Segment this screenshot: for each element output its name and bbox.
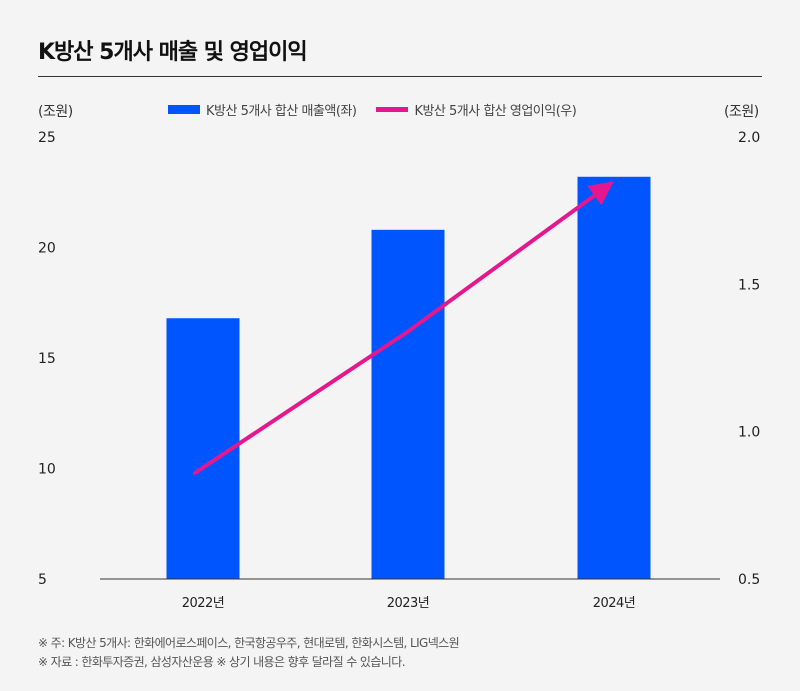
title-divider	[38, 76, 762, 77]
left-tick-label: 15	[38, 351, 56, 367]
footnote-source: ※ 자료 : 한화투자증권, 삼성자산운용 ※ 상기 내용은 향후 달라질 수 …	[38, 655, 406, 669]
revenue-bar	[577, 176, 651, 579]
right-tick-label: 1.0	[738, 425, 760, 441]
legend-swatch-line	[376, 107, 409, 112]
left-tick-label: 25	[38, 130, 56, 146]
left-axis-unit: (조원)	[38, 104, 73, 120]
left-tick-label: 10	[38, 462, 56, 478]
right-tick-label: 1.5	[738, 277, 760, 293]
left-tick-label: 20	[38, 241, 56, 257]
legend-swatch-bar	[168, 105, 200, 114]
legend-item-revenue: K방산 5개사 합산 매출액(좌)	[168, 100, 357, 119]
legend-label-revenue: K방산 5개사 합산 매출액(좌)	[206, 104, 357, 119]
right-tick-label: 2.0	[738, 130, 760, 146]
footnotes: ※ 주: K방산 5개사: 한화에어로스페이스, 한국항공우주, 현대로템, 한…	[38, 634, 460, 672]
category-label: 2022년	[182, 596, 225, 611]
category-label: 2023년	[387, 596, 430, 611]
right-tick-label: 0.5	[738, 572, 760, 588]
category-label: 2024년	[593, 596, 636, 611]
revenue-bar	[166, 318, 240, 579]
chart-title: K방산 5개사 매출 및 영업이익	[38, 40, 308, 65]
footnote-companies: ※ 주: K방산 5개사: 한화에어로스페이스, 한국항공우주, 현대로템, 한…	[38, 636, 460, 650]
legend-item-profit: K방산 5개사 합산 영업이익(우)	[376, 100, 577, 119]
left-tick-label: 5	[38, 572, 47, 588]
legend-label-profit: K방산 5개사 합산 영업이익(우)	[414, 104, 577, 119]
legend: K방산 5개사 합산 매출액(좌) K방산 5개사 합산 영업이익(우)	[168, 100, 596, 119]
revenue-bar	[371, 229, 445, 579]
right-axis-unit: (조원)	[724, 104, 759, 120]
